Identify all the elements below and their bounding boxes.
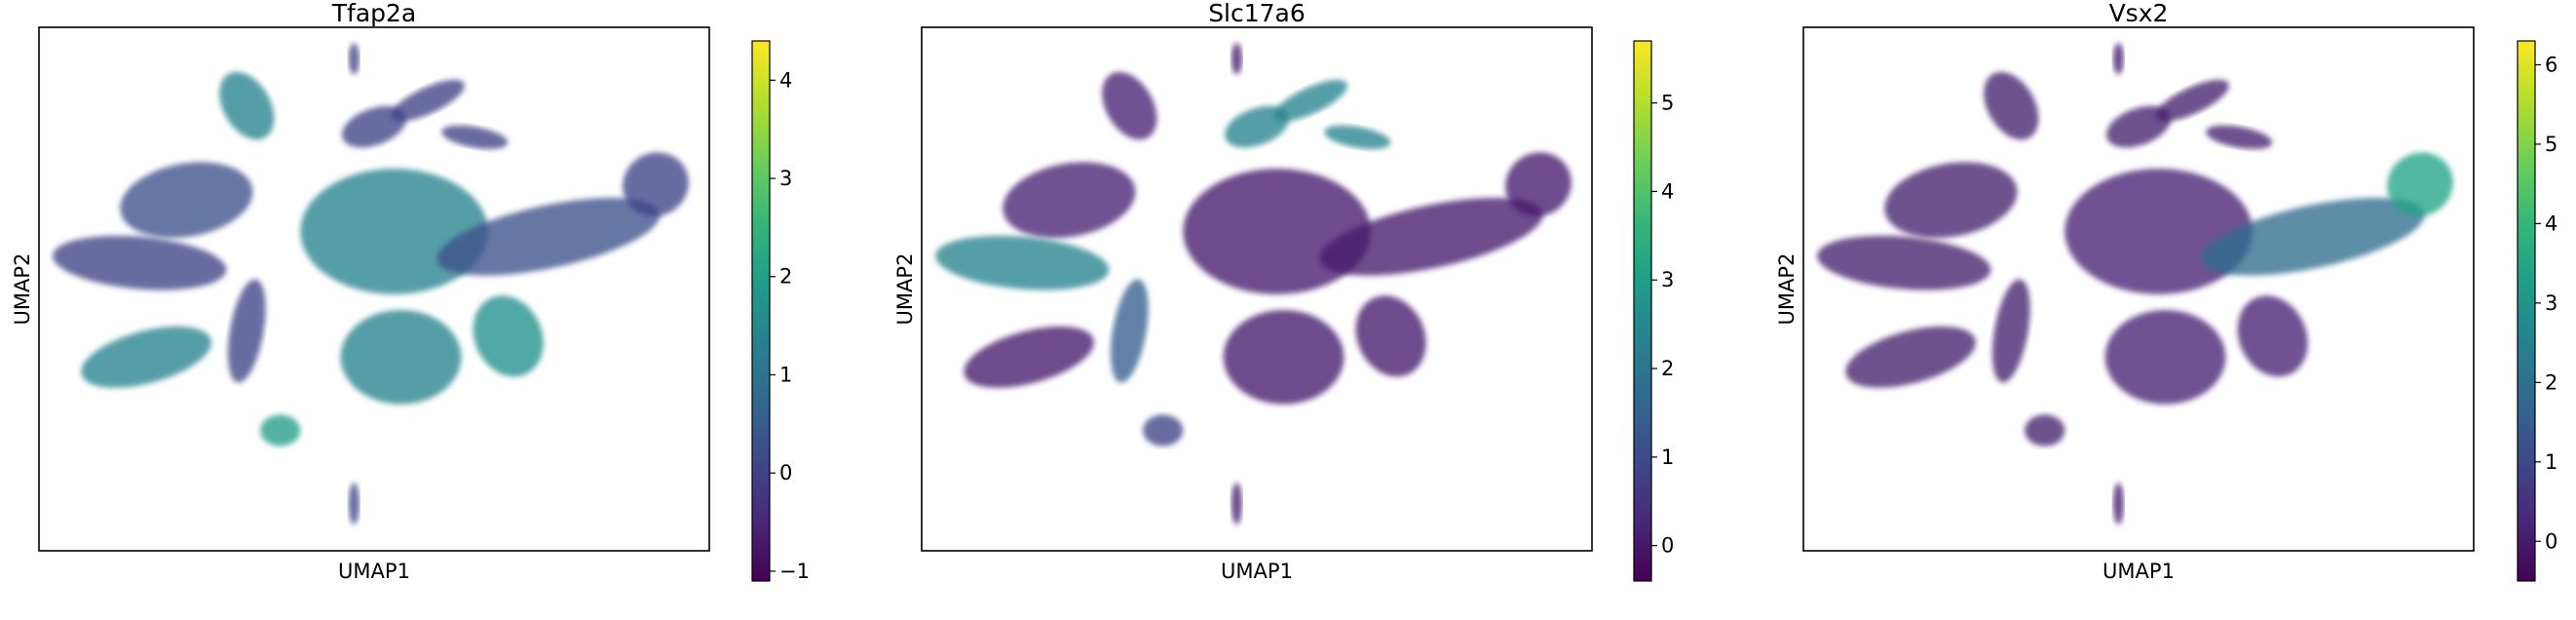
colorbar: 0 1 2 3 4 5 <box>1633 40 1674 582</box>
cell-cluster-upper-branch-c <box>441 125 509 149</box>
cell-cluster-bottom-spike <box>348 483 360 525</box>
x-axis-label: UMAP1 <box>1221 560 1293 583</box>
cell-cluster-bottom-cluster <box>260 414 301 446</box>
umap-embedding <box>53 43 689 525</box>
cell-cluster-center-mass <box>1183 168 1371 294</box>
colorbar-tick-label: 2 <box>1661 357 1674 380</box>
cell-cluster-bottom-cluster <box>1143 414 1184 446</box>
cell-cluster-upper-left-arm <box>1984 71 2039 140</box>
colorbar-tick-label: 0 <box>779 461 792 484</box>
colorbar-tick-label: 2 <box>779 265 792 289</box>
x-axis-label: UMAP1 <box>338 560 410 583</box>
colorbar-tick-label: −1 <box>779 560 810 583</box>
colorbar-tick-label: 5 <box>1661 92 1674 115</box>
colorbar-tick-label: 4 <box>1661 179 1674 203</box>
cell-cluster-top-spike <box>2112 43 2124 75</box>
cell-cluster-left-fingers <box>1817 235 1991 291</box>
colorbar-tick-label: 0 <box>1661 534 1674 558</box>
x-axis-label: UMAP1 <box>2102 560 2175 583</box>
cell-cluster-upper-branch-b <box>2155 79 2229 122</box>
cell-cluster-right-arm-tip <box>1505 152 1572 216</box>
cell-cluster-upper-branch-c <box>1324 125 1391 149</box>
panel-tfap2a: Tfap2a UMAP1 UMAP2 −1 0 1 2 3 4 <box>11 0 810 583</box>
colorbar-tick-label: 3 <box>2545 291 2557 315</box>
cell-cluster-upper-left-arm <box>1102 71 1157 140</box>
panel-slc17a6: Slc17a6 UMAP1 UMAP2 0 1 2 3 4 5 <box>893 0 1674 583</box>
cell-cluster-lower-right-lobe <box>1355 295 1426 377</box>
axes-frame <box>1802 26 2475 552</box>
cell-cluster-lower-left-lobe <box>964 326 1094 388</box>
cell-cluster-top-spike <box>1231 43 1242 75</box>
panel-vsx2: Vsx2 UMAP1 UMAP2 0 1 2 3 4 5 6 <box>1775 0 2557 583</box>
cell-cluster-lower-left-lobe <box>1845 326 1976 388</box>
colorbar: −1 0 1 2 3 4 <box>751 40 810 583</box>
cell-cluster-upper-branch-a <box>1225 105 1289 148</box>
cell-cluster-left-fingers <box>53 235 227 291</box>
cell-cluster-upper-left-arm <box>219 71 275 140</box>
cell-cluster-lower-right-lobe <box>2237 295 2308 377</box>
panel-title: Slc17a6 <box>1208 0 1306 27</box>
colorbar: 0 1 2 3 4 5 6 <box>2517 40 2557 582</box>
cell-cluster-center-mass <box>300 168 488 294</box>
axes-frame <box>38 26 710 552</box>
umap-embedding <box>935 43 1572 525</box>
cell-cluster-left-droplets <box>227 279 266 383</box>
panel-title: Vsx2 <box>2109 0 2169 27</box>
cell-cluster-upper-branch-a <box>2106 105 2171 148</box>
cell-cluster-left-droplets <box>1110 279 1149 383</box>
y-axis-label: UMAP2 <box>1775 253 1799 326</box>
cell-cluster-left-wing <box>1884 162 2018 239</box>
cell-cluster-bottom-spike <box>2112 483 2124 525</box>
cell-cluster-upper-branch-b <box>391 79 465 122</box>
cell-cluster-left-wing <box>120 162 253 239</box>
panel-title: Tfap2a <box>331 0 417 27</box>
colorbar-tick-label: 2 <box>2545 370 2557 394</box>
cell-cluster-lower-center <box>2104 309 2226 405</box>
cell-cluster-top-spike <box>348 43 360 75</box>
colorbar-tick-label: 1 <box>2545 450 2557 474</box>
colorbar-gradient <box>1633 40 1652 582</box>
cell-cluster-lower-center <box>1223 309 1345 405</box>
cell-cluster-right-arm <box>1319 197 1543 276</box>
axes-frame <box>921 26 1593 552</box>
cell-cluster-center-mass <box>2065 168 2253 294</box>
cell-cluster-lower-center <box>340 309 462 405</box>
cell-cluster-left-droplets <box>1991 279 2030 383</box>
colorbar-tick-label: 6 <box>2545 53 2557 76</box>
colorbar-tick-label: 3 <box>779 167 792 190</box>
colorbar-gradient <box>2517 40 2536 582</box>
cell-cluster-bottom-cluster <box>2025 414 2065 446</box>
colorbar-gradient <box>751 40 771 582</box>
y-axis-label: UMAP2 <box>11 253 34 326</box>
colorbar-tick-label: 1 <box>1661 446 1674 469</box>
colorbar-tick-label: 4 <box>2545 212 2557 235</box>
cell-cluster-lower-left-lobe <box>81 326 211 388</box>
cell-cluster-upper-branch-b <box>1273 79 1347 122</box>
cell-cluster-left-fingers <box>935 235 1110 291</box>
colorbar-tick-label: 3 <box>1661 268 1674 291</box>
cell-cluster-upper-branch-c <box>2206 125 2273 149</box>
colorbar-tick-label: 1 <box>779 363 792 386</box>
cell-cluster-lower-right-lobe <box>473 295 544 377</box>
cell-cluster-left-wing <box>1003 162 1136 239</box>
umap-embedding <box>1817 43 2453 525</box>
colorbar-tick-label: 0 <box>2545 529 2557 553</box>
cell-cluster-right-arm-tip <box>623 152 689 216</box>
cell-cluster-right-arm <box>436 197 661 276</box>
colorbar-tick-label: 5 <box>2545 133 2557 156</box>
cell-cluster-upper-branch-a <box>342 105 406 148</box>
cell-cluster-right-arm-tip <box>2387 152 2453 216</box>
cell-cluster-right-arm <box>2201 197 2425 276</box>
y-axis-label: UMAP2 <box>893 253 917 326</box>
cell-cluster-bottom-spike <box>1231 483 1242 525</box>
colorbar-tick-label: 4 <box>779 68 792 92</box>
